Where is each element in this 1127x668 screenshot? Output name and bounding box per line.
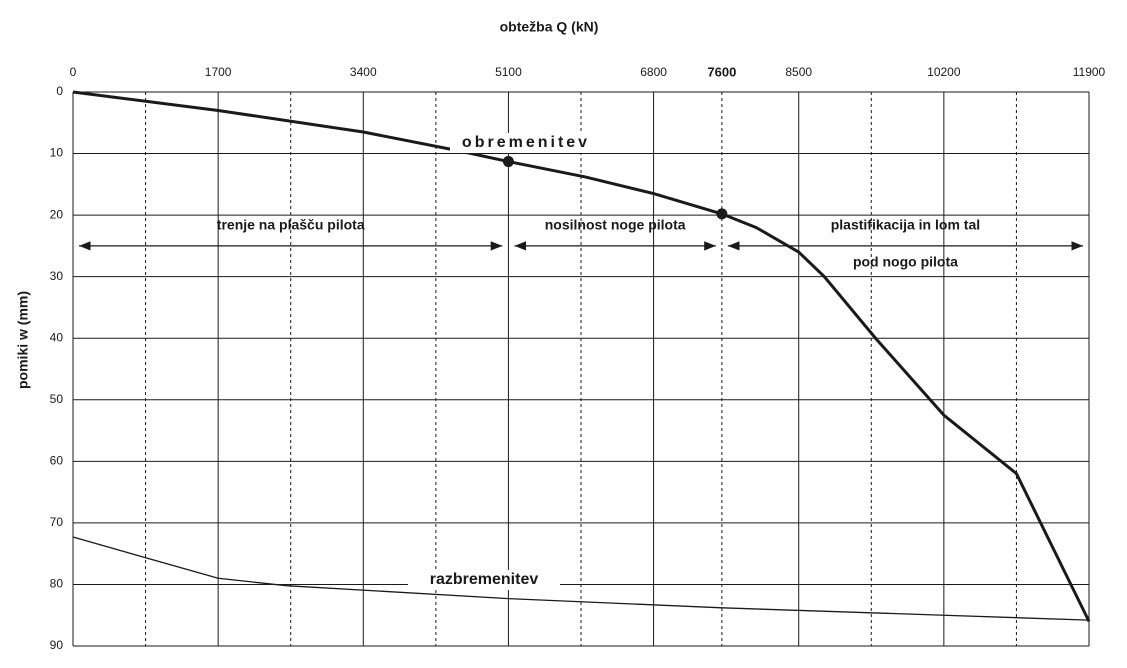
y-tick-label: 50 xyxy=(50,392,64,406)
region-label: pod nogo pilota xyxy=(853,254,958,270)
region-label: nosilnost noge pilota xyxy=(545,217,686,233)
region-label: plastifikacija in lom tal xyxy=(831,217,980,233)
point-marker xyxy=(716,208,728,220)
x-tick-label: 3400 xyxy=(350,65,377,79)
y-tick-label: 30 xyxy=(50,269,64,283)
y-tick-label: 60 xyxy=(50,454,64,468)
point-marker xyxy=(502,156,514,168)
x-tick-label: 10200 xyxy=(927,65,961,79)
y-axis-label: pomiki w (mm) xyxy=(15,291,31,389)
x-tick-label: 6800 xyxy=(640,65,667,79)
chart-title: obtežba Q (kN) xyxy=(500,19,599,35)
x-tick-label: 1700 xyxy=(205,65,232,79)
y-tick-label: 40 xyxy=(50,330,64,344)
x-tick-label: 11900 xyxy=(1073,65,1106,79)
series-line xyxy=(72,536,1090,621)
y-tick-label: 90 xyxy=(50,638,64,652)
y-tick-label: 10 xyxy=(50,146,64,160)
region-label: trenje na plašču pilota xyxy=(217,217,365,233)
label-bg xyxy=(450,133,602,153)
y-tick-label: 80 xyxy=(50,577,64,591)
x-tick-label: 5100 xyxy=(495,65,522,79)
y-tick-label: 20 xyxy=(50,207,64,221)
y-tick-label: 0 xyxy=(56,84,63,98)
x-tick-label: 8500 xyxy=(785,65,812,79)
x-tick-label: 0 xyxy=(70,65,77,79)
x-tick-label: 7600 xyxy=(707,64,736,79)
series-label: razbremenitev xyxy=(430,571,539,588)
y-tick-label: 70 xyxy=(50,515,64,529)
series-label: obremenitev xyxy=(462,134,590,151)
label-bg xyxy=(408,570,560,590)
